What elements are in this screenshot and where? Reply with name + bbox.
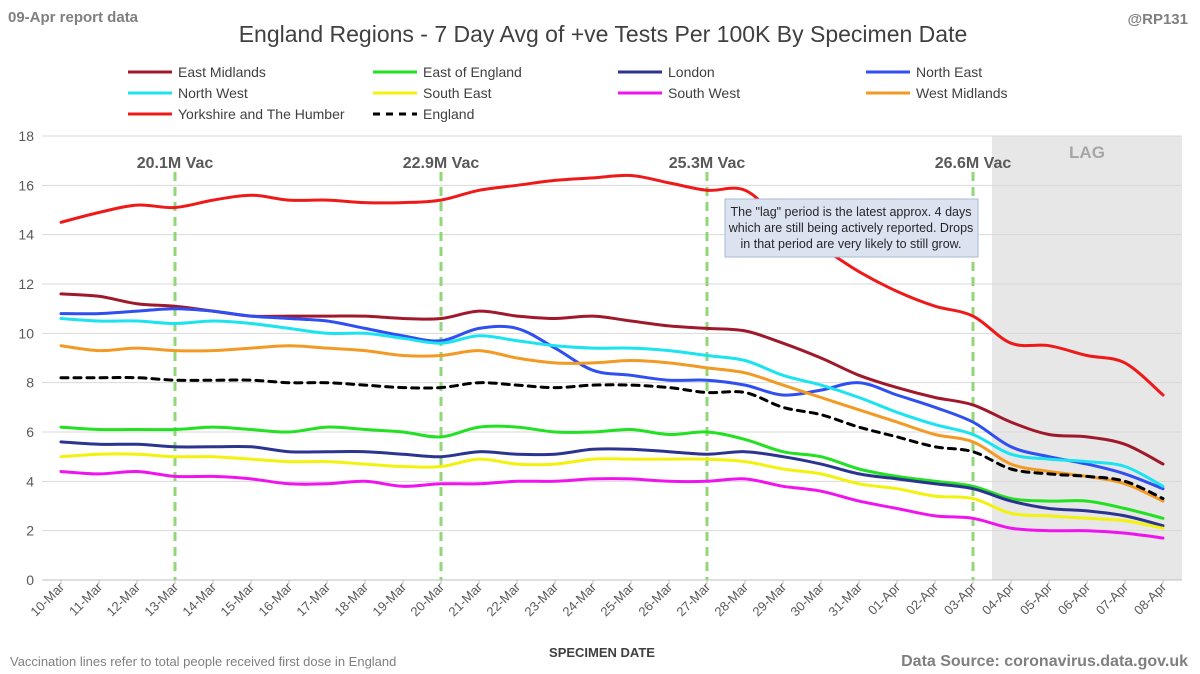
chart-title: England Regions - 7 Day Avg of +ve Tests…: [239, 21, 968, 47]
y-tick-label-18: 18: [18, 128, 34, 144]
y-tick-label-6: 6: [26, 424, 34, 440]
lag-annotation-line-2: which are still being actively reported.…: [728, 221, 974, 235]
lag-annotation: The "lag" period is the latest approx. 4…: [724, 198, 979, 258]
legend-label-east-of-england: East of England: [423, 64, 522, 80]
legend-label-london: London: [668, 64, 715, 80]
report-label: 09-Apr report data: [8, 9, 139, 26]
series-lines: [59, 173, 1165, 540]
y-tick-label-16: 16: [18, 177, 34, 193]
y-axis-tick-labels: 0 2 4 6 8 10 12 14 16 18: [18, 128, 34, 588]
legend-label-south-west: South West: [668, 85, 740, 101]
legend-label-south-east: South East: [423, 85, 492, 101]
series-line-london: [59, 440, 1165, 528]
legend: East Midlands East of England London North …: [128, 64, 1008, 122]
series-line-west-midlands: [59, 344, 1165, 503]
y-tick-label-4: 4: [26, 473, 34, 489]
y-tick-label-12: 12: [18, 276, 34, 292]
y-tick-label-8: 8: [26, 375, 34, 391]
x-axis-title: SPECIMEN DATE: [549, 645, 655, 660]
y-tick-label-0: 0: [26, 572, 34, 588]
legend-label-north-west: North West: [178, 85, 248, 101]
series-line-east-of-england: [59, 424, 1165, 520]
vaccination-markers: 20.1M Vac 22.9M Vac 25.3M Vac 26.6M Vac: [137, 155, 1012, 580]
y-tick-label-2: 2: [26, 523, 34, 539]
footer-note: Vaccination lines refer to total people …: [10, 654, 396, 669]
legend-label-england: England: [423, 106, 474, 122]
lag-annotation-line-3: in that period are very likely to still …: [741, 237, 962, 251]
vac-label-03-apr: 26.6M Vac: [935, 155, 1012, 172]
data-source: Data Source: coronavirus.data.gov.uk: [901, 653, 1188, 670]
series-line-north-west: [59, 317, 1165, 488]
legend-label-west-midlands: West Midlands: [916, 85, 1008, 101]
lag-label: LAG: [1069, 143, 1105, 162]
legend-label-east-midlands: East Midlands: [178, 64, 266, 80]
lag-annotation-line-1: The "lag" period is the latest approx. 4…: [731, 205, 972, 219]
series-line-north-east: [59, 307, 1165, 491]
series-line-england: [59, 376, 1165, 501]
lag-annotation-box: [724, 198, 979, 258]
series-line-south-east: [59, 452, 1165, 530]
author-handle: @RP131: [1128, 11, 1189, 28]
y-tick-label-10: 10: [18, 325, 34, 341]
vac-label-20-mar: 22.9M Vac: [403, 155, 480, 172]
gridlines: [42, 135, 1182, 581]
legend-label-north-east: North East: [916, 64, 982, 80]
series-line-south-west: [59, 469, 1165, 540]
series-line-yorkshire-and-the-humber: [59, 173, 1165, 397]
legend-label-yorkshire-and-the-humber: Yorkshire and The Humber: [178, 106, 345, 122]
y-tick-label-14: 14: [18, 227, 34, 243]
vac-label-13-mar: 20.1M Vac: [137, 155, 214, 172]
lag-region: [992, 136, 1182, 580]
vac-label-27-mar: 25.3M Vac: [669, 155, 746, 172]
